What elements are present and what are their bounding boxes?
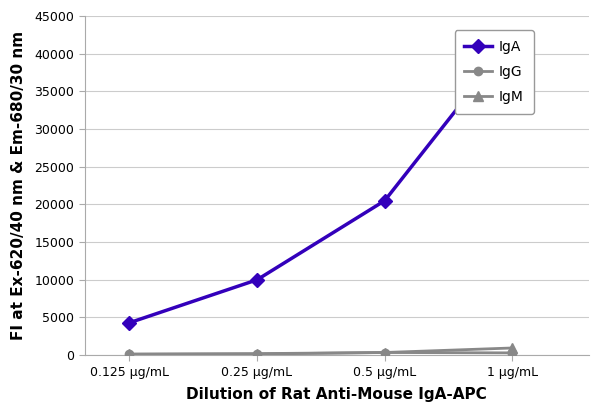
Legend: IgA, IgG, IgM: IgA, IgG, IgM xyxy=(455,30,534,114)
IgA xyxy=(126,320,133,325)
IgG xyxy=(253,351,260,356)
X-axis label: Dilution of Rat Anti-Mouse IgA-APC: Dilution of Rat Anti-Mouse IgA-APC xyxy=(187,387,487,402)
IgA xyxy=(253,277,260,282)
IgM xyxy=(509,346,516,351)
IgG xyxy=(509,350,516,355)
IgM xyxy=(126,352,133,357)
Line: IgA: IgA xyxy=(125,34,517,328)
Line: IgM: IgM xyxy=(125,343,517,359)
Line: IgG: IgG xyxy=(125,348,517,358)
IgM xyxy=(253,351,260,356)
IgM xyxy=(381,350,388,355)
IgA xyxy=(381,198,388,203)
IgG xyxy=(126,351,133,356)
Y-axis label: FI at Ex-620/40 nm & Em-680/30 nm: FI at Ex-620/40 nm & Em-680/30 nm xyxy=(11,31,26,340)
IgG xyxy=(381,350,388,355)
IgA xyxy=(509,36,516,41)
